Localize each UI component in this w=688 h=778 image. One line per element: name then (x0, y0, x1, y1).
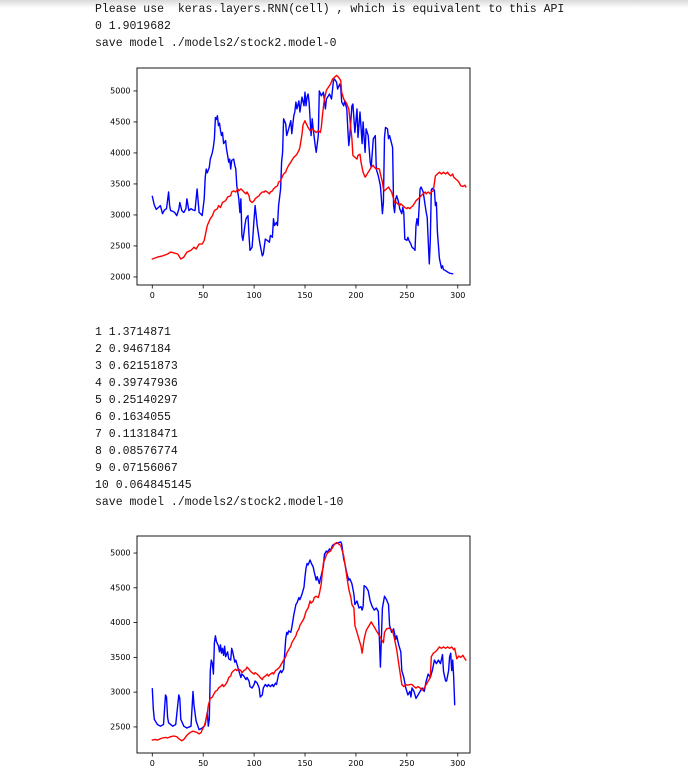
y-tick-label: 4500 (110, 118, 130, 127)
y-tick-label: 4000 (110, 149, 130, 158)
x-tick-label: 100 (246, 759, 261, 768)
console-line-loss-epoch-10: 10 0.064845145 (95, 479, 192, 492)
console-line-loss-epoch-7: 7 0.11318471 (95, 428, 178, 441)
x-tick-label: 0 (150, 759, 155, 768)
y-tick-label: 2500 (110, 242, 130, 251)
console-block-mid: 1 1.3714871 2 0.9467184 3 0.62151873 4 0… (95, 324, 343, 511)
y-tick-label: 2000 (110, 273, 130, 282)
y-tick-label: 3000 (110, 211, 130, 220)
console-block-top: Please use keras.layers.RNN(cell) , whic… (95, 1, 564, 52)
console-line-loss-epoch-1: 1 1.3714871 (95, 326, 171, 339)
x-tick-label: 250 (399, 759, 414, 768)
y-tick-label: 5000 (110, 549, 130, 558)
console-line-loss-epoch-6: 6 0.1634055 (95, 411, 171, 424)
x-tick-label: 200 (348, 759, 363, 768)
series-blue-line (151, 78, 454, 275)
figure-stock2-model-10: 2500 3000 3500 4000 4500 5000 0 50 100 150 200 250 3… (103, 528, 478, 773)
x-tick-label: 50 (198, 759, 208, 768)
y-tick-label: 4500 (110, 583, 130, 592)
x-tick-label: 300 (450, 291, 465, 300)
y-tick-label: 3000 (110, 688, 130, 697)
console-line-loss-epoch-0: 0 1.9019682 (95, 20, 171, 33)
console-line-save-model-10: save model ./models2/stock2.model-10 (95, 496, 344, 509)
x-tick-label: 150 (297, 759, 312, 768)
console-line-loss-epoch-2: 2 0.9467184 (95, 343, 171, 356)
console-line-loss-epoch-8: 8 0.08576774 (95, 445, 178, 458)
figure-stock2-model-0: 2000 2500 3000 3500 4000 4500 5000 0 50 100 150 200… (103, 60, 478, 305)
x-tick-label: 250 (399, 291, 414, 300)
console-line-loss-epoch-3: 3 0.62151873 (95, 360, 178, 373)
y-tick-label: 3500 (110, 653, 130, 662)
console-line-loss-epoch-5: 5 0.25140297 (95, 394, 178, 407)
y-tick-label: 4000 (110, 618, 130, 627)
y-tick-label: 3500 (110, 180, 130, 189)
series-red-line (151, 541, 467, 742)
plot-border (136, 535, 471, 754)
console-line-loss-epoch-4: 4 0.39747936 (95, 377, 178, 390)
chart-svg-stock2-model-0: 2000 2500 3000 3500 4000 4500 5000 0 50 100 150 200… (110, 67, 471, 300)
x-tick-label: 100 (246, 291, 261, 300)
console-line-loss-epoch-9: 9 0.07156067 (95, 462, 178, 475)
x-tick-label: 300 (450, 759, 465, 768)
x-tick-label: 0 (150, 291, 155, 300)
y-tick-label: 2500 (110, 723, 130, 732)
x-tick-label: 50 (198, 291, 208, 300)
series-blue-line (151, 541, 456, 731)
y-tick-label: 5000 (110, 87, 130, 96)
console-line-keras-warning: Please use keras.layers.RNN(cell) , whic… (95, 3, 565, 16)
console-line-save-model-0: save model ./models2/stock2.model-0 (95, 37, 337, 50)
x-tick-label: 200 (348, 291, 363, 300)
chart-svg-stock2-model-10: 2500 3000 3500 4000 4500 5000 0 50 100 150 200 250 3… (110, 535, 471, 768)
series-red-line (151, 74, 467, 260)
x-tick-label: 150 (297, 291, 312, 300)
